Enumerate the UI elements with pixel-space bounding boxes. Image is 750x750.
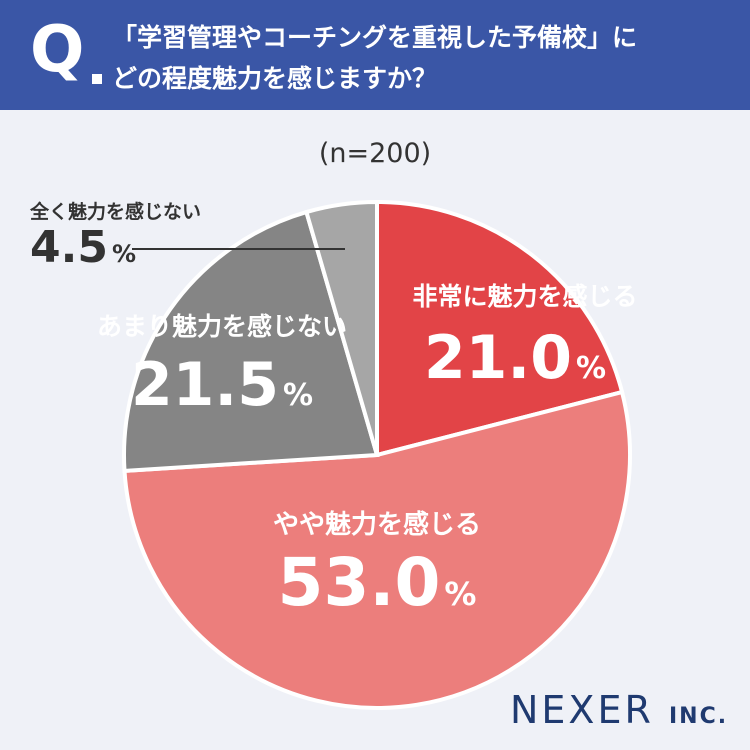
q-dot [92,74,102,84]
question-line-1: 「学習管理やコーチングを重視した予備校」に [112,23,638,52]
pie-slice-not-at-all-attracted [303,199,379,456]
slice-label-not-very-attracted: あまり魅力を感じない [97,312,347,341]
slice-value-very-attracted: 21.0% [424,323,606,393]
pie-slice-not-very-attracted [122,209,380,474]
pie-slice-very-attracted [375,199,625,458]
brand-logo: NEXER INC. [510,688,728,732]
brand-name: NEXER [510,688,654,732]
slice-value-somewhat-attracted: 53.0% [278,544,477,621]
slice-value-not-very-attracted: 21.5% [131,350,313,420]
pie-slice-somewhat-attracted [122,389,632,710]
slice-label-not-at-all-attracted: 全く魅力を感じない [29,200,201,223]
slice-label-somewhat-attracted: やや魅力を感じる [273,509,481,540]
question-header: Q 「学習管理やコーチングを重視した予備校」に どの程度魅力を感じますか？ [0,0,750,110]
slice-label-very-attracted: 非常に魅力を感じる [412,282,637,311]
q-mark: Q [30,13,85,87]
question-line-2: どの程度魅力を感じますか？ [112,64,438,93]
brand-suffix: INC. [668,704,729,729]
sample-size-label: (n=200) [318,138,432,169]
slice-value-not-at-all-attracted: 4.5% [30,222,136,273]
